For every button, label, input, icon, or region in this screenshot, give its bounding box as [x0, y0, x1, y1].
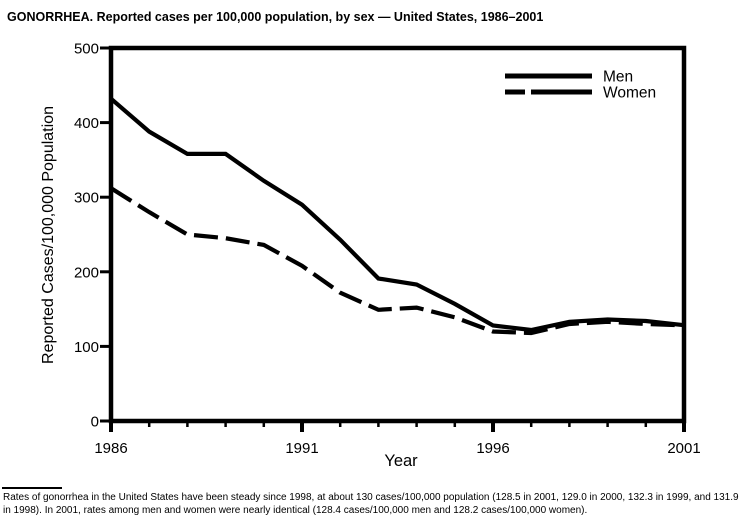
y-axis-tick-label: 300 — [74, 190, 99, 207]
series-line-women — [109, 186, 685, 336]
x-axis-tick-label: 2001 — [667, 440, 700, 457]
legend-label-men: Men — [603, 69, 633, 86]
y-axis-tick-label: 400 — [74, 115, 99, 132]
legend-label-women: Women — [603, 85, 656, 102]
x-axis-tick-label: 1986 — [94, 440, 127, 457]
y-axis-tick-label: 100 — [74, 339, 99, 356]
x-axis-tick-label: 1996 — [476, 440, 509, 457]
y-axis-tick-label: 0 — [91, 414, 99, 431]
figure-title: GONORRHEA. Reported cases per 100,000 po… — [7, 10, 544, 24]
x-axis-title: Year — [384, 452, 418, 470]
y-axis-tick-label: 500 — [74, 41, 99, 58]
y-axis-tick-label: 200 — [74, 264, 99, 281]
footnote-text: Rates of gonorrhea in the United States … — [3, 492, 739, 516]
footnote-divider — [2, 487, 62, 489]
y-axis-title: Reported Cases/100,000 Population — [40, 106, 57, 364]
series-line-men — [109, 97, 685, 333]
plot-border — [108, 45, 687, 424]
x-axis-tick-label: 1991 — [285, 440, 318, 457]
